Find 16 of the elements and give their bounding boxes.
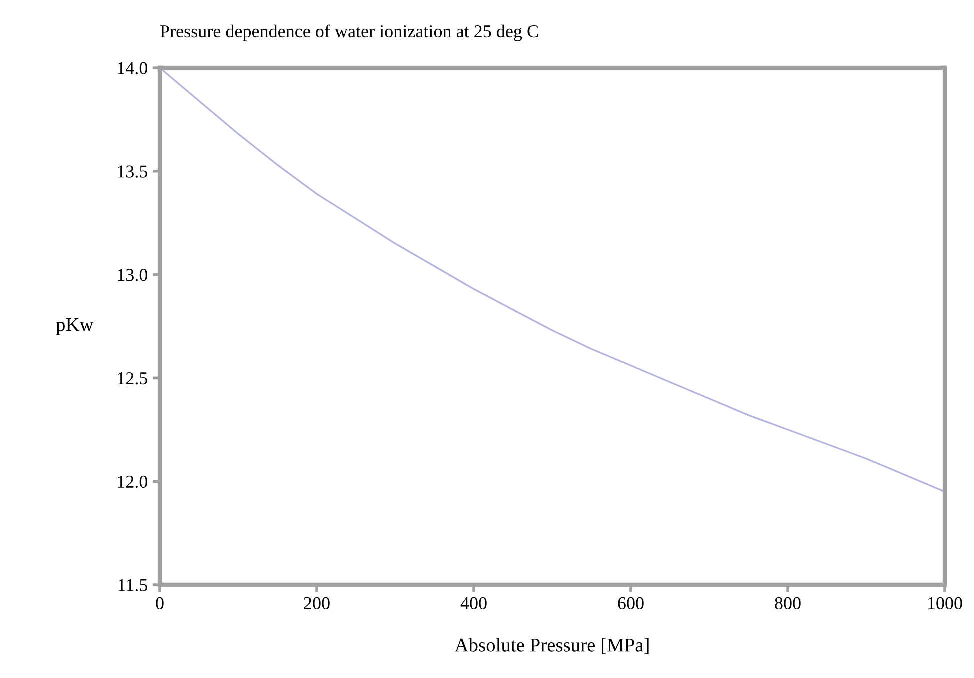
x-tick-label: 400	[460, 597, 487, 610]
line-series	[160, 68, 945, 493]
y-axis-title: pKw	[56, 318, 94, 336]
x-tick-label: 600	[618, 597, 644, 610]
chart-title: Pressure dependence of water ionization at 25 deg C	[160, 24, 538, 42]
x-tick-label: 200	[304, 597, 330, 610]
x-tick-label: 1000	[928, 597, 962, 610]
y-tick-label: 11.5	[118, 579, 148, 592]
y-tick-label: 12.5	[118, 372, 148, 385]
x-tick-label: 0	[156, 597, 164, 610]
y-tick-label: 12.0	[118, 476, 148, 488]
y-tick-label: 14.0	[118, 62, 148, 75]
x-tick-label: 800	[775, 597, 801, 610]
y-tick-label: 13.0	[118, 269, 148, 282]
y-tick-label: 13.5	[118, 166, 148, 178]
x-axis-title: Absolute Pressure [MPa]	[454, 638, 649, 654]
